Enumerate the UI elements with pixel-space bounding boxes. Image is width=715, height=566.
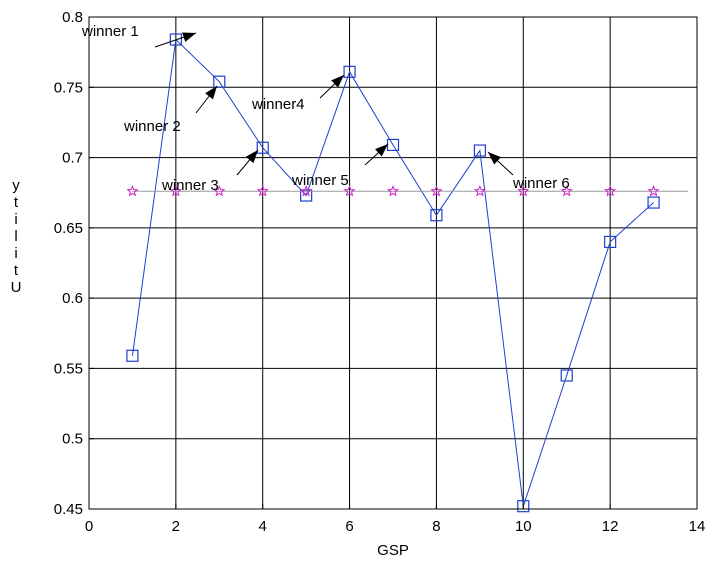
data-point-square <box>213 75 226 88</box>
data-point-square <box>126 349 139 362</box>
y-tick-label: 0.5 <box>62 431 83 448</box>
y-tick-label: 0.8 <box>62 9 83 26</box>
data-point-star <box>604 184 617 197</box>
data-point-star <box>430 184 443 197</box>
x-tick-label: 0 <box>85 518 93 535</box>
y-tick-label: 0.75 <box>54 79 83 96</box>
y-tick-label: 0.55 <box>54 360 83 377</box>
x-tick-label: 6 <box>345 518 353 535</box>
x-axis-label: GSP <box>377 542 409 559</box>
data-point-square <box>343 65 356 78</box>
data-point-square <box>300 189 313 202</box>
annotation-label: winner 2 <box>123 118 181 135</box>
y-tick-label: 0.7 <box>62 150 83 167</box>
data-point-square <box>430 209 443 222</box>
data-point-star <box>473 184 486 197</box>
annotation-arrow-head <box>182 32 196 42</box>
data-point-square <box>256 141 269 154</box>
tick-labels: 0 2 4 6 8 10 12 14 0.45 0.5 0.55 0.6 0.65 0.7 0.75 0.8 <box>54 9 706 535</box>
grid-lines <box>88 16 698 510</box>
data-point-star <box>560 184 573 197</box>
data-point-star <box>517 184 530 197</box>
annotation-label: winner 6 <box>512 175 570 192</box>
x-tick-label: 12 <box>602 518 619 535</box>
annotation-arrow-head <box>375 144 388 157</box>
y-tick-label: 0.65 <box>54 220 83 237</box>
data-point-square <box>647 196 660 209</box>
data-point-star <box>256 184 269 197</box>
x-tick-label: 14 <box>689 518 706 535</box>
plot-frame <box>88 16 698 510</box>
x-tick-label: 4 <box>259 518 267 535</box>
data-point-star <box>213 184 226 197</box>
data-point-square <box>604 235 617 249</box>
series-line <box>131 38 654 507</box>
data-point-square <box>169 33 182 46</box>
y-tick-label: 0.45 <box>54 501 83 518</box>
data-point-star <box>343 184 356 197</box>
data-point-star <box>386 184 400 197</box>
x-tick-label: 8 <box>432 518 440 535</box>
annotations: winner 1 winner 2 winner 3 winner4 winner 5 w… <box>81 23 570 194</box>
y-tick-label: 0.6 <box>62 290 83 307</box>
annotation-label: winner4 <box>251 96 305 113</box>
data-point-star <box>300 184 313 197</box>
annotation-label: winner 3 <box>161 177 219 194</box>
annotation-arrow-head <box>245 150 258 164</box>
data-point-star <box>169 184 182 197</box>
x-tick-label: 2 <box>172 518 180 535</box>
annotation-label: winner 1 <box>81 23 139 40</box>
data-point-square <box>560 369 573 382</box>
data-point-square <box>517 500 530 513</box>
annotation-arrow-head <box>205 86 217 100</box>
x-tick-label: 10 <box>515 518 532 535</box>
series-layer <box>126 33 689 513</box>
annotation-arrow-head <box>488 152 501 165</box>
annotation-arrow-head <box>331 75 344 88</box>
data-point-star <box>647 184 660 197</box>
annotation-label: winner 5 <box>291 172 349 189</box>
data-point-star <box>126 184 139 197</box>
data-point-square <box>473 144 486 157</box>
